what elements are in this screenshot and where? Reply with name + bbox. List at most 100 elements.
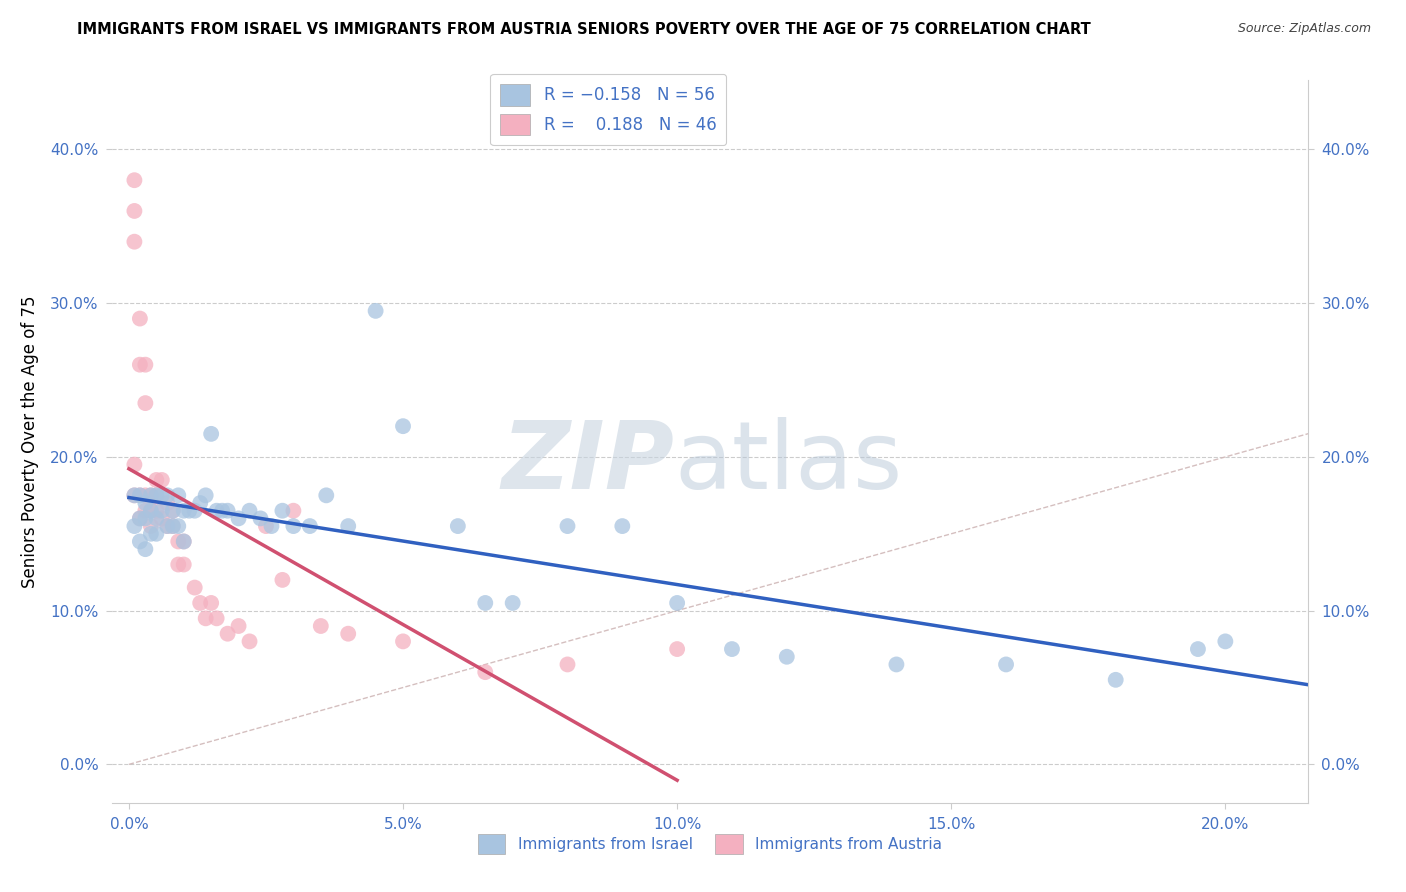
Point <box>238 504 260 518</box>
Point <box>217 504 239 518</box>
Point <box>254 519 277 533</box>
Point <box>128 511 150 525</box>
Point <box>474 665 496 680</box>
Point <box>557 657 579 672</box>
Point <box>315 488 337 502</box>
Point <box>145 488 167 502</box>
Point <box>228 511 250 525</box>
Point <box>139 526 162 541</box>
Point <box>145 526 167 541</box>
Point <box>156 519 179 533</box>
Point <box>200 596 222 610</box>
Point <box>666 642 689 657</box>
Point <box>173 558 195 572</box>
Point <box>173 534 195 549</box>
Point <box>392 634 415 648</box>
Point <box>145 488 167 502</box>
Point <box>200 426 222 441</box>
Point <box>145 504 167 518</box>
Point <box>162 519 184 533</box>
Text: ZIP: ZIP <box>502 417 675 509</box>
Point <box>128 358 150 372</box>
Point <box>194 488 217 502</box>
Point <box>271 573 294 587</box>
Point <box>134 504 156 518</box>
Point <box>612 519 634 533</box>
Point <box>886 657 908 672</box>
Point <box>721 642 744 657</box>
Point <box>167 534 190 549</box>
Point <box>260 519 283 533</box>
Point <box>337 626 360 640</box>
Point <box>392 419 415 434</box>
Point <box>283 519 305 533</box>
Point <box>128 488 150 502</box>
Point <box>249 511 271 525</box>
Point <box>183 504 205 518</box>
Point <box>337 519 360 533</box>
Point <box>124 458 146 472</box>
Point <box>183 581 205 595</box>
Point <box>156 496 179 510</box>
Point <box>156 519 179 533</box>
Text: IMMIGRANTS FROM ISRAEL VS IMMIGRANTS FROM AUSTRIA SENIORS POVERTY OVER THE AGE O: IMMIGRANTS FROM ISRAEL VS IMMIGRANTS FRO… <box>77 22 1091 37</box>
Point <box>139 504 162 518</box>
Point <box>205 504 228 518</box>
Text: atlas: atlas <box>675 417 903 509</box>
Point <box>162 519 184 533</box>
Point <box>995 657 1018 672</box>
Point <box>205 611 228 625</box>
Point <box>173 504 195 518</box>
Point <box>124 235 146 249</box>
Point <box>1105 673 1128 687</box>
Point <box>1215 634 1237 648</box>
Point <box>557 519 579 533</box>
Point <box>139 519 162 533</box>
Point <box>139 504 162 518</box>
Point <box>194 611 217 625</box>
Point <box>298 519 321 533</box>
Point <box>238 634 260 648</box>
Point <box>309 619 332 633</box>
Point <box>124 488 146 502</box>
Point <box>271 504 294 518</box>
Point <box>128 511 150 525</box>
Text: Source: ZipAtlas.com: Source: ZipAtlas.com <box>1237 22 1371 36</box>
Point <box>776 649 799 664</box>
Point <box>167 488 190 502</box>
Point <box>124 488 146 502</box>
Point <box>217 626 239 640</box>
Y-axis label: Seniors Poverty Over the Age of 75: Seniors Poverty Over the Age of 75 <box>21 295 39 588</box>
Point <box>167 558 190 572</box>
Point <box>228 619 250 633</box>
Point <box>162 504 184 518</box>
Legend: Immigrants from Israel, Immigrants from Austria: Immigrants from Israel, Immigrants from … <box>472 829 948 860</box>
Point <box>124 519 146 533</box>
Point <box>188 596 211 610</box>
Point <box>128 311 150 326</box>
Point <box>364 304 387 318</box>
Point <box>156 488 179 502</box>
Point <box>128 488 150 502</box>
Point <box>211 504 233 518</box>
Point <box>134 496 156 510</box>
Point <box>283 504 305 518</box>
Point <box>502 596 524 610</box>
Point <box>145 473 167 487</box>
Point <box>179 504 201 518</box>
Point <box>134 511 156 525</box>
Point <box>150 504 173 518</box>
Point <box>162 504 184 518</box>
Point <box>666 596 689 610</box>
Point <box>1187 642 1209 657</box>
Point <box>474 596 496 610</box>
Point <box>134 488 156 502</box>
Point <box>139 488 162 502</box>
Point <box>188 496 211 510</box>
Point <box>124 203 146 218</box>
Point <box>128 534 150 549</box>
Point <box>167 519 190 533</box>
Point <box>150 473 173 487</box>
Point <box>145 511 167 525</box>
Point <box>124 173 146 187</box>
